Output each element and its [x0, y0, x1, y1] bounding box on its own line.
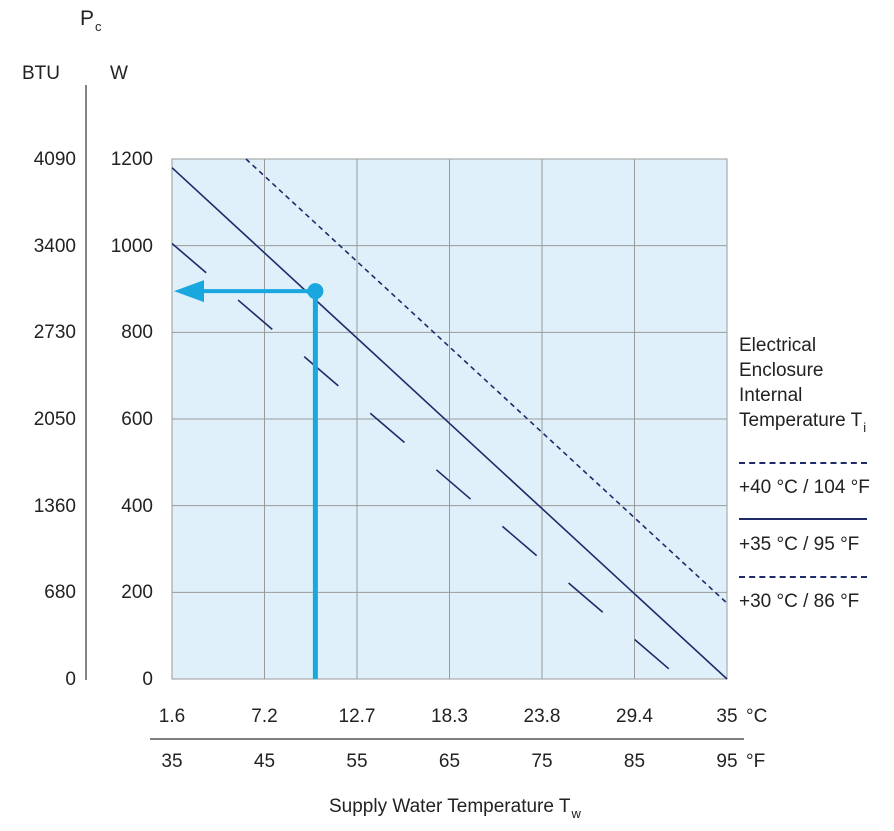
legend-swatch-35 — [739, 518, 867, 520]
legend-label-35: +35 °C / 95 °F — [739, 534, 860, 555]
x-unit-fahrenheit: °F — [746, 751, 766, 772]
y-tick-label-btu: 0 — [65, 669, 76, 690]
x-tick-label-fahrenheit: 85 — [623, 751, 646, 772]
x-tick-label-celsius: 1.6 — [158, 706, 186, 727]
x-tick-label-celsius: 7.2 — [251, 706, 278, 727]
y-tick-label-btu: 4090 — [33, 149, 76, 170]
y-tick-label-w: 1000 — [110, 235, 153, 257]
y-tick-label-w: 0 — [142, 669, 153, 690]
x-tick-label-fahrenheit: 45 — [253, 751, 276, 772]
y-tick-label-w: 800 — [121, 322, 153, 344]
x-tick-label-celsius: 35 — [716, 706, 738, 727]
legend-title-text: Temperature T — [739, 410, 863, 432]
y-unit-btu: BTU — [22, 63, 60, 84]
x-tick-label-celsius: 18.3 — [431, 706, 468, 727]
y-tick-label-btu: 3400 — [33, 235, 76, 257]
legend-title-subscript: i — [863, 420, 867, 436]
x-axis-title-subscript: w — [571, 806, 581, 821]
x-tick-label-celsius: 23.8 — [523, 706, 561, 727]
y-tick-label-w: 200 — [121, 582, 153, 604]
x-unit-celsius: °C — [746, 706, 768, 727]
legend-swatch-40 — [739, 462, 867, 464]
legend-title-line-4: Temperature Ti — [739, 408, 867, 436]
x-tick-label-fahrenheit: 65 — [438, 751, 461, 772]
y-tick-label-w: 400 — [121, 495, 153, 517]
example-group — [174, 280, 324, 679]
y-axis-symbol-subscript: c — [95, 19, 102, 34]
legend-title: Electrical Enclosure Internal Temperatur… — [739, 333, 867, 436]
legend-title-line-2: Enclosure — [739, 360, 824, 382]
x-tick-label-celsius: 12.7 — [338, 706, 376, 727]
y-tick-label-w: 1200 — [110, 149, 153, 170]
y-tick-label-btu: 2730 — [33, 322, 76, 344]
legend-title-line-1: Electrical — [739, 335, 817, 356]
x-axis-title-text: Supply Water Temperature T — [329, 796, 571, 817]
series-group — [171, 158, 728, 680]
legend-label-40: +40 °C / 104 °F — [739, 477, 870, 498]
series-line-0 — [245, 158, 728, 604]
y-unit-w: W — [110, 63, 128, 84]
y-tick-label-btu: 2050 — [33, 409, 76, 430]
y-tick-label-w: 600 — [121, 409, 153, 430]
y-axis-symbol-letter: P — [80, 7, 95, 30]
y-tick-label-btu: 680 — [44, 582, 76, 604]
legend-label-30: +30 °C / 86 °F — [739, 591, 860, 612]
y-axis-symbol: Pc — [80, 7, 102, 33]
legend-title-line-3: Internal — [739, 385, 803, 407]
example-point — [307, 283, 324, 300]
series-line-1 — [171, 167, 728, 680]
series-line-2 — [171, 242, 682, 680]
legend-swatch-30 — [739, 576, 867, 578]
x-tick-label-celsius: 29.4 — [616, 706, 653, 727]
x-tick-label-fahrenheit: 35 — [161, 751, 183, 772]
example-arrowhead — [174, 280, 204, 303]
x-tick-label-fahrenheit: 95 — [716, 751, 738, 772]
x-tick-label-fahrenheit: 55 — [346, 751, 368, 772]
grid — [172, 159, 727, 679]
x-axis-title: Supply Water Temperature Tw — [329, 796, 581, 820]
x-tick-label-fahrenheit: 75 — [531, 751, 553, 772]
y-tick-label-btu: 1360 — [33, 495, 76, 517]
